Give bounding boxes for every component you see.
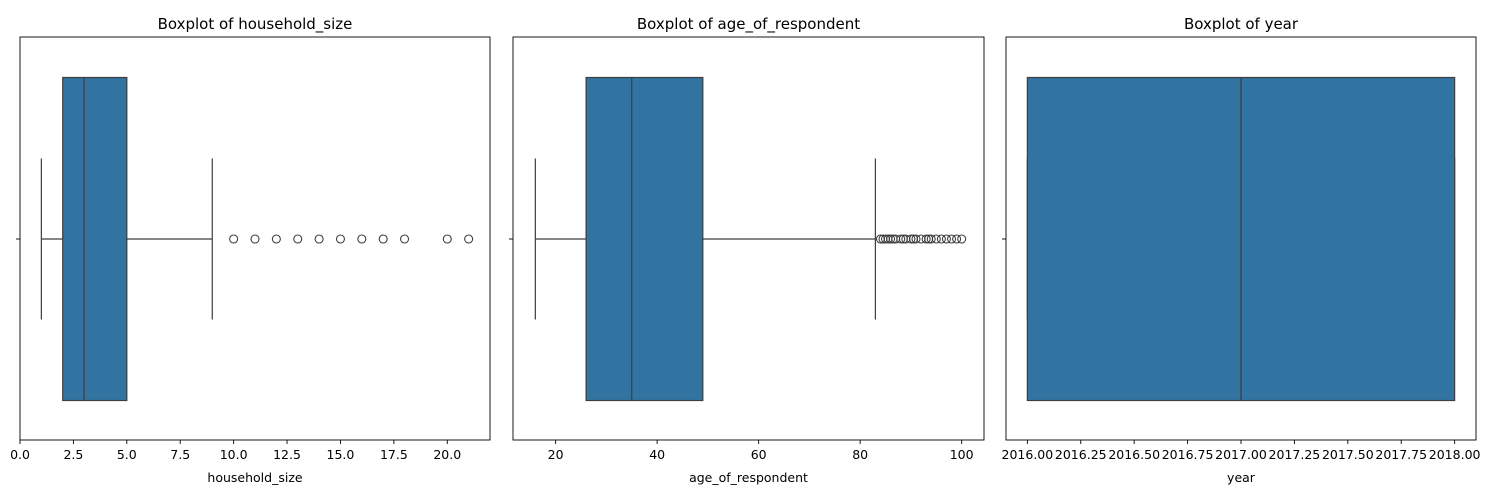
x-tick-label: 5.0 [117, 447, 137, 462]
x-tick-label: 2016.75 [1162, 447, 1214, 462]
x-tick-label: 10.0 [220, 447, 248, 462]
x-tick-label: 2018.00 [1429, 447, 1481, 462]
outlier-point [957, 234, 967, 244]
x-axis-label: year [1227, 470, 1256, 485]
outlier-point [335, 234, 346, 244]
plot-marks [534, 76, 967, 402]
iqr-box [62, 76, 128, 402]
x-tick-label: 2017.25 [1269, 447, 1321, 462]
x-tick-label: 7.5 [170, 447, 190, 462]
outlier-point [271, 234, 281, 244]
x-tick-label: 20.0 [433, 447, 461, 462]
x-tick-label: 17.5 [380, 447, 408, 462]
x-tick-label: 2017.00 [1215, 447, 1267, 462]
x-tick-label: 40 [649, 447, 665, 462]
panel-title: Boxplot of household_size [158, 15, 353, 34]
outlier-point [906, 234, 916, 244]
outlier-point [926, 234, 936, 244]
boxplot-panel-year: Boxplot of year year 2016.00 2016.25 2016.… [1002, 15, 1481, 485]
outlier-point [314, 234, 324, 244]
panel-title: Boxplot of age_of_respondent [637, 15, 860, 34]
outlier-point [229, 234, 239, 244]
boxplot-panel-age-of-respondent: Boxplot of age_of_respondent age_of_resp… [509, 15, 985, 485]
outlier-point [911, 234, 921, 244]
outlier-point [378, 234, 388, 244]
outlier-point [250, 234, 260, 244]
x-tick-label: 80 [852, 447, 868, 462]
outlier-point [357, 234, 367, 244]
x-tick-label: 100 [950, 447, 974, 462]
outlier-point [442, 234, 452, 244]
x-tick-label: 0.0 [10, 447, 30, 462]
outlier-point [896, 234, 906, 244]
outlier-point [921, 234, 931, 244]
x-axis-label: age_of_respondent [689, 470, 808, 485]
axes-frame [19, 36, 491, 441]
x-tick-label: 20 [548, 447, 564, 462]
panel-title: Boxplot of year [1184, 15, 1299, 33]
boxplot-panel-household-size: Boxplot of household_size household_size… [10, 15, 491, 485]
x-tick-label: 2016.00 [1002, 447, 1054, 462]
outlier-point [952, 234, 962, 244]
outlier-point [886, 234, 896, 244]
x-tick-label: 12.5 [273, 447, 301, 462]
outlier-point [464, 234, 474, 244]
plot-marks [1026, 76, 1456, 402]
axes-frame [512, 36, 985, 441]
x-tick-label: 2017.50 [1322, 447, 1374, 462]
plot-marks [40, 76, 474, 402]
outlier-point [931, 234, 941, 244]
outlier-point [936, 234, 946, 244]
outlier-point [941, 234, 951, 244]
iqr-box [585, 76, 704, 402]
x-tick-label: 60 [751, 447, 767, 462]
outlier-point [293, 234, 303, 244]
outlier-point [399, 234, 410, 244]
x-tick-label: 2016.25 [1055, 447, 1107, 462]
x-tick-label: 2016.50 [1108, 447, 1160, 462]
x-tick-label: 2.5 [63, 447, 83, 462]
outlier-point [946, 234, 957, 244]
x-tick-label: 15.0 [327, 447, 355, 462]
x-axis-label: household_size [207, 470, 302, 485]
x-tick-label: 2017.75 [1375, 447, 1427, 462]
